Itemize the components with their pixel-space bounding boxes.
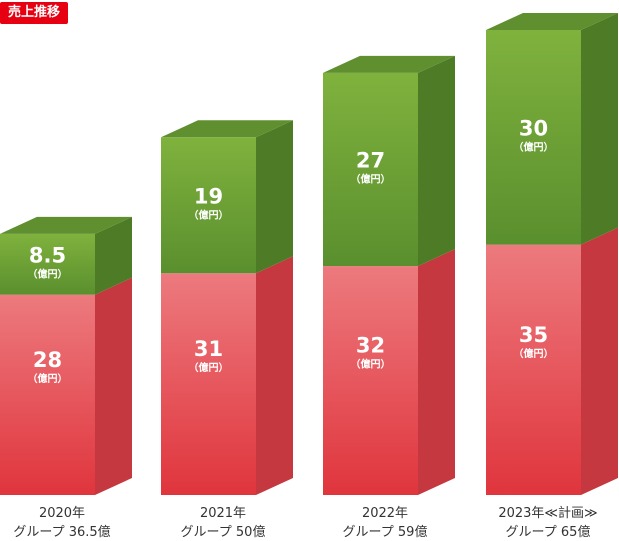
bar-top-face — [0, 216, 132, 234]
data-label-unit: （億円） — [351, 173, 391, 186]
data-label-unit: （億円） — [28, 267, 68, 280]
data-label-top: 8.5 — [29, 243, 66, 267]
data-label-bottom: 28 — [33, 348, 62, 372]
group-total-label: グループ 59億 — [343, 524, 428, 540]
data-label-unit: （億円） — [514, 347, 554, 360]
category-label: 2021年 — [200, 506, 246, 521]
bar-top-side — [418, 55, 455, 267]
bar-group-3: 30（億円）35（億円）2023年≪計画≫グループ 65億 — [486, 13, 618, 540]
bar-top-side — [581, 13, 618, 245]
data-label-bottom: 32 — [356, 334, 385, 358]
bar-top-segment — [486, 30, 581, 245]
bar-bottom-segment — [161, 273, 256, 495]
chart-title-badge: 売上推移 — [0, 2, 69, 24]
bar-top-face — [486, 13, 618, 30]
group-total-label: グループ 36.5億 — [13, 524, 110, 540]
bar-bottom-side — [581, 227, 618, 495]
bar-top-face — [323, 55, 455, 73]
bar-bottom-segment — [0, 294, 95, 495]
data-label-unit: （億円） — [28, 372, 68, 385]
data-label-unit: （億円） — [351, 358, 391, 371]
data-label-bottom: 31 — [194, 337, 223, 361]
data-label-unit: （億円） — [189, 208, 229, 221]
data-label-top: 19 — [194, 184, 223, 208]
category-label: 2022年 — [362, 506, 408, 521]
bar-bottom-segment — [486, 244, 581, 495]
bar-top-side — [256, 120, 293, 274]
bar-top-segment — [323, 72, 418, 267]
bar-top-face — [161, 120, 293, 138]
data-label-bottom: 35 — [519, 323, 548, 347]
group-total-label: グループ 50億 — [181, 524, 266, 540]
bar-top-segment — [161, 137, 256, 274]
data-label-top: 30 — [519, 116, 548, 140]
bar-bottom-side — [256, 256, 293, 495]
bar-top-side — [95, 216, 132, 295]
data-label-top: 27 — [356, 149, 385, 173]
bar-bottom-side — [418, 249, 455, 495]
category-label: 2023年≪計画≫ — [498, 505, 597, 521]
bar-bottom-segment — [323, 266, 418, 495]
bar-bottom-side — [95, 277, 132, 495]
category-label: 2020年 — [39, 506, 85, 521]
bar-top-segment — [0, 233, 95, 295]
data-label-unit: （億円） — [189, 361, 229, 374]
group-total-label: グループ 65億 — [506, 524, 591, 540]
data-label-unit: （億円） — [514, 140, 554, 153]
